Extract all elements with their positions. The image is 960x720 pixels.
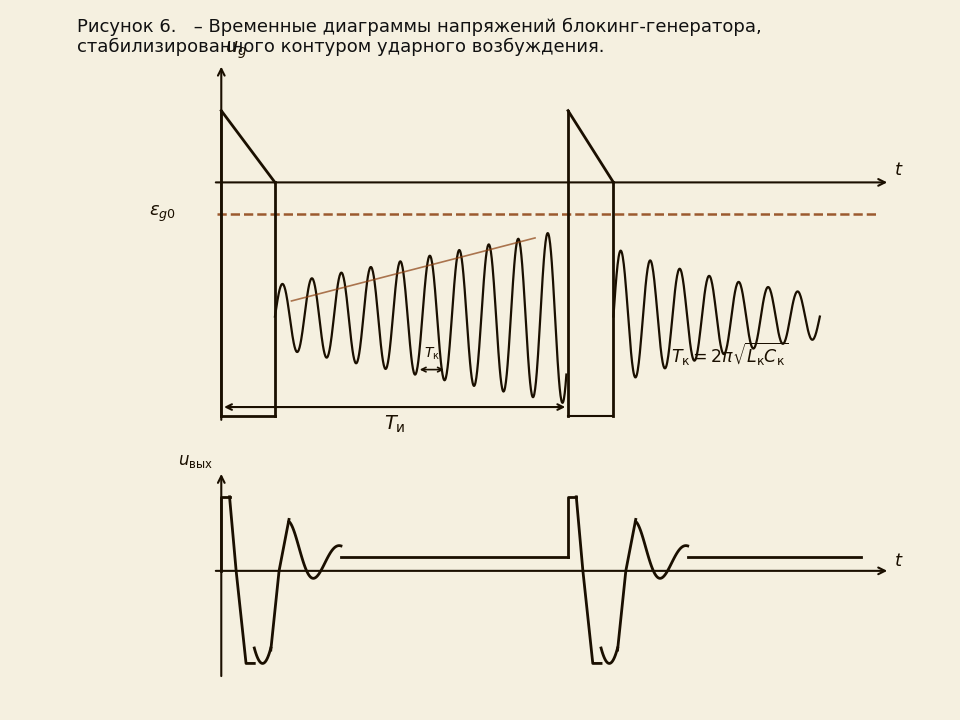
Text: $t$: $t$ [894, 552, 903, 570]
Text: $T_{\rm к} = 2\pi\sqrt{L_{\rm к}C_{\rm к}}$: $T_{\rm к} = 2\pi\sqrt{L_{\rm к}C_{\rm к… [671, 341, 788, 368]
Text: $t$: $t$ [894, 161, 903, 179]
Text: $T_{\rm и}$: $T_{\rm и}$ [384, 413, 405, 435]
Text: $T_{\rm к}$: $T_{\rm к}$ [423, 346, 440, 361]
Text: Рисунок 6.   – Временные диаграммы напряжений блокинг-генератора,: Рисунок 6. – Временные диаграммы напряже… [77, 18, 761, 36]
Text: стабилизированного контуром ударного возбуждения.: стабилизированного контуром ударного воз… [77, 37, 604, 55]
Text: $\varepsilon_{g0}$: $\varepsilon_{g0}$ [149, 204, 176, 224]
Text: $u_g$: $u_g$ [226, 39, 248, 60]
Text: $u_{\rm вых}$: $u_{\rm вых}$ [178, 452, 213, 470]
